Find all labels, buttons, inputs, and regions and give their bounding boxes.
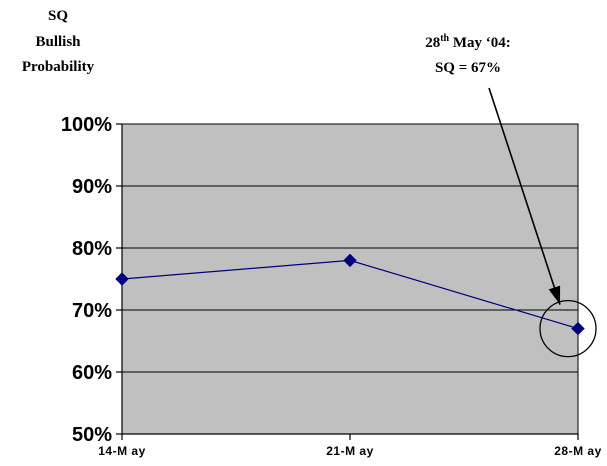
annotation-ordinal: th <box>440 33 449 44</box>
annotation-arrowhead <box>548 285 561 305</box>
x-tick-label: 21-M ay <box>326 444 374 458</box>
grid-lines <box>122 185 578 373</box>
x-tick-label: 14-M ay <box>98 444 146 458</box>
y-tick-label: 100% <box>61 114 112 136</box>
annotation-graphics <box>488 87 597 358</box>
data-point <box>343 253 357 268</box>
annotation-circle <box>539 299 597 358</box>
annotation-month-year: May ‘04: <box>449 35 511 51</box>
y-axis-title: SQ Bullish Probability <box>22 8 95 75</box>
annotation-arrow <box>488 87 561 305</box>
y-tick-label: 50% <box>72 424 112 446</box>
y-axis-title-line-2: Bullish <box>35 34 81 50</box>
annotation-line-1: 28th May ‘04: <box>425 33 511 51</box>
data-point <box>115 272 129 286</box>
annotation-day: 28 <box>425 35 440 51</box>
y-tick-label: 90% <box>72 176 112 198</box>
x-axis-ticks: 14-M ay 21-M ay 28-M ay <box>98 434 602 458</box>
series-layer <box>115 253 585 336</box>
y-tick-label: 60% <box>72 362 112 384</box>
annotation: 28th May ‘04: SQ = 67% <box>425 33 511 76</box>
y-axis-title-line-3: Probability <box>22 59 95 75</box>
data-point <box>571 321 585 336</box>
y-tick-label: 80% <box>72 238 112 260</box>
y-axis-ticks: 50% 60% 70% 80% 90% 100% <box>61 114 122 446</box>
y-axis-title-line-1: SQ <box>48 8 68 24</box>
y-tick-label: 70% <box>72 300 112 322</box>
x-tick-label: 28-M ay <box>554 444 602 458</box>
plot-area <box>121 123 579 435</box>
annotation-line-2: SQ = 67% <box>435 60 501 76</box>
